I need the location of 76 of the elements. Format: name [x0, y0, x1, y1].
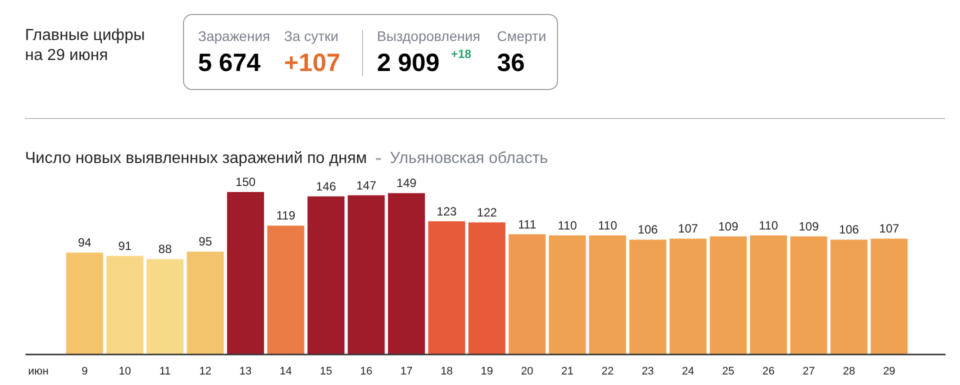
bar	[508, 234, 546, 354]
data-label: 110	[558, 218, 578, 232]
data-label: 122	[476, 205, 498, 220]
data-label: 106	[638, 222, 658, 237]
x-tick-label: 29	[883, 366, 896, 378]
x-tick-label: 15	[320, 366, 332, 378]
text: За сутки	[284, 27, 338, 46]
x-tick-label: 22	[601, 366, 614, 378]
data-label: 88	[158, 242, 172, 256]
bar	[66, 252, 104, 354]
data-label: 109	[798, 219, 820, 234]
x-tick-label: 10	[118, 366, 131, 378]
text: Выздоровления	[377, 27, 480, 46]
data-label: 123	[436, 204, 458, 218]
text: 5 674	[198, 48, 261, 79]
data-label: 119	[276, 208, 296, 223]
bar	[589, 235, 626, 354]
data-label: 149	[396, 176, 417, 190]
data-label: 107	[879, 222, 900, 236]
bar	[548, 235, 586, 354]
x-tick-label: 18	[440, 366, 453, 378]
bar	[629, 240, 666, 354]
bar	[267, 226, 304, 354]
data-label: 94	[78, 236, 92, 250]
x-tick-label: 13	[239, 366, 252, 378]
x-tick-label: 28	[842, 366, 856, 378]
x-tick-label: 11	[159, 366, 171, 378]
x-tick-label: 9	[82, 366, 88, 378]
data-label: 110	[758, 218, 778, 232]
bar	[830, 240, 868, 354]
x-tick-label: 25	[722, 366, 734, 378]
data-label: 95	[198, 234, 212, 249]
x-tick-label: 20	[521, 366, 534, 378]
text: июн	[28, 366, 49, 378]
bar	[388, 193, 425, 354]
bar	[790, 236, 828, 354]
data-label: 109	[718, 219, 739, 234]
bar	[146, 259, 184, 354]
bar	[750, 235, 788, 354]
x-tick-label: 21	[561, 366, 574, 378]
x-tick-label: 19	[480, 366, 494, 378]
x-tick-label: 16	[360, 366, 372, 378]
data-label: 106	[838, 222, 860, 237]
x-tick-label: 27	[802, 366, 815, 378]
data-label: 107	[678, 222, 698, 236]
data-label: 110	[598, 218, 618, 232]
x-tick-label: 12	[199, 366, 212, 378]
x-tick-label: 14	[280, 366, 292, 378]
bar	[670, 238, 707, 354]
data-label: 111	[518, 217, 537, 232]
bar	[468, 222, 506, 354]
text: 2 909	[377, 48, 440, 79]
chart-title: Число новых выявленных заражений по дням	[25, 150, 367, 167]
text: +18	[451, 46, 472, 63]
text: 36	[497, 48, 525, 79]
text: +107	[284, 48, 340, 79]
text: Заражения	[198, 27, 270, 46]
data-label: 147	[356, 178, 377, 192]
text: Главные цифры на 29 июня	[25, 26, 145, 66]
data-label: 150	[236, 175, 256, 189]
bar	[348, 195, 385, 354]
bar	[186, 252, 224, 354]
x-tick-label: 17	[400, 366, 413, 378]
bar	[227, 192, 264, 354]
x-tick-label: 24	[682, 366, 694, 378]
bar	[106, 256, 144, 354]
x-tick-label: 26	[762, 366, 775, 378]
bar	[710, 236, 747, 354]
data-label: 91	[118, 238, 132, 253]
bar	[307, 196, 345, 354]
bar	[870, 238, 908, 354]
text: Смерти	[497, 27, 546, 46]
chart-subtitle: Ульяновская область	[390, 150, 548, 167]
data-label: 146	[316, 179, 336, 194]
bar	[428, 221, 466, 354]
x-tick-label: 23	[642, 366, 654, 378]
